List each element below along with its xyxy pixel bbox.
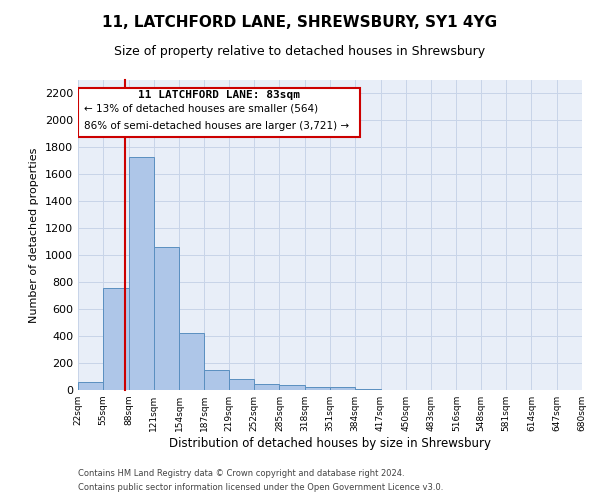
Bar [280,386,305,390]
Bar [254,384,280,390]
X-axis label: Distribution of detached houses by size in Shrewsbury: Distribution of detached houses by size … [169,437,491,450]
Bar [103,288,128,390]
FancyBboxPatch shape [78,88,360,136]
Bar [229,378,254,390]
Bar [305,386,330,390]
Text: 11, LATCHFORD LANE, SHREWSBURY, SY1 4YG: 11, LATCHFORD LANE, SHREWSBURY, SY1 4YG [103,15,497,30]
Bar [179,334,205,390]
Text: ← 13% of detached houses are smaller (564): ← 13% of detached houses are smaller (56… [84,104,318,114]
Text: Size of property relative to detached houses in Shrewsbury: Size of property relative to detached ho… [115,45,485,58]
Bar [78,382,103,390]
Text: Contains public sector information licensed under the Open Government Licence v3: Contains public sector information licen… [78,484,443,492]
Bar [154,247,179,390]
Y-axis label: Number of detached properties: Number of detached properties [29,148,40,322]
Bar [330,388,355,390]
Text: 11 LATCHFORD LANE: 83sqm: 11 LATCHFORD LANE: 83sqm [138,90,300,100]
Bar [205,370,229,390]
Bar [128,157,154,390]
Text: Contains HM Land Registry data © Crown copyright and database right 2024.: Contains HM Land Registry data © Crown c… [78,468,404,477]
Text: 86% of semi-detached houses are larger (3,721) →: 86% of semi-detached houses are larger (… [84,121,349,131]
